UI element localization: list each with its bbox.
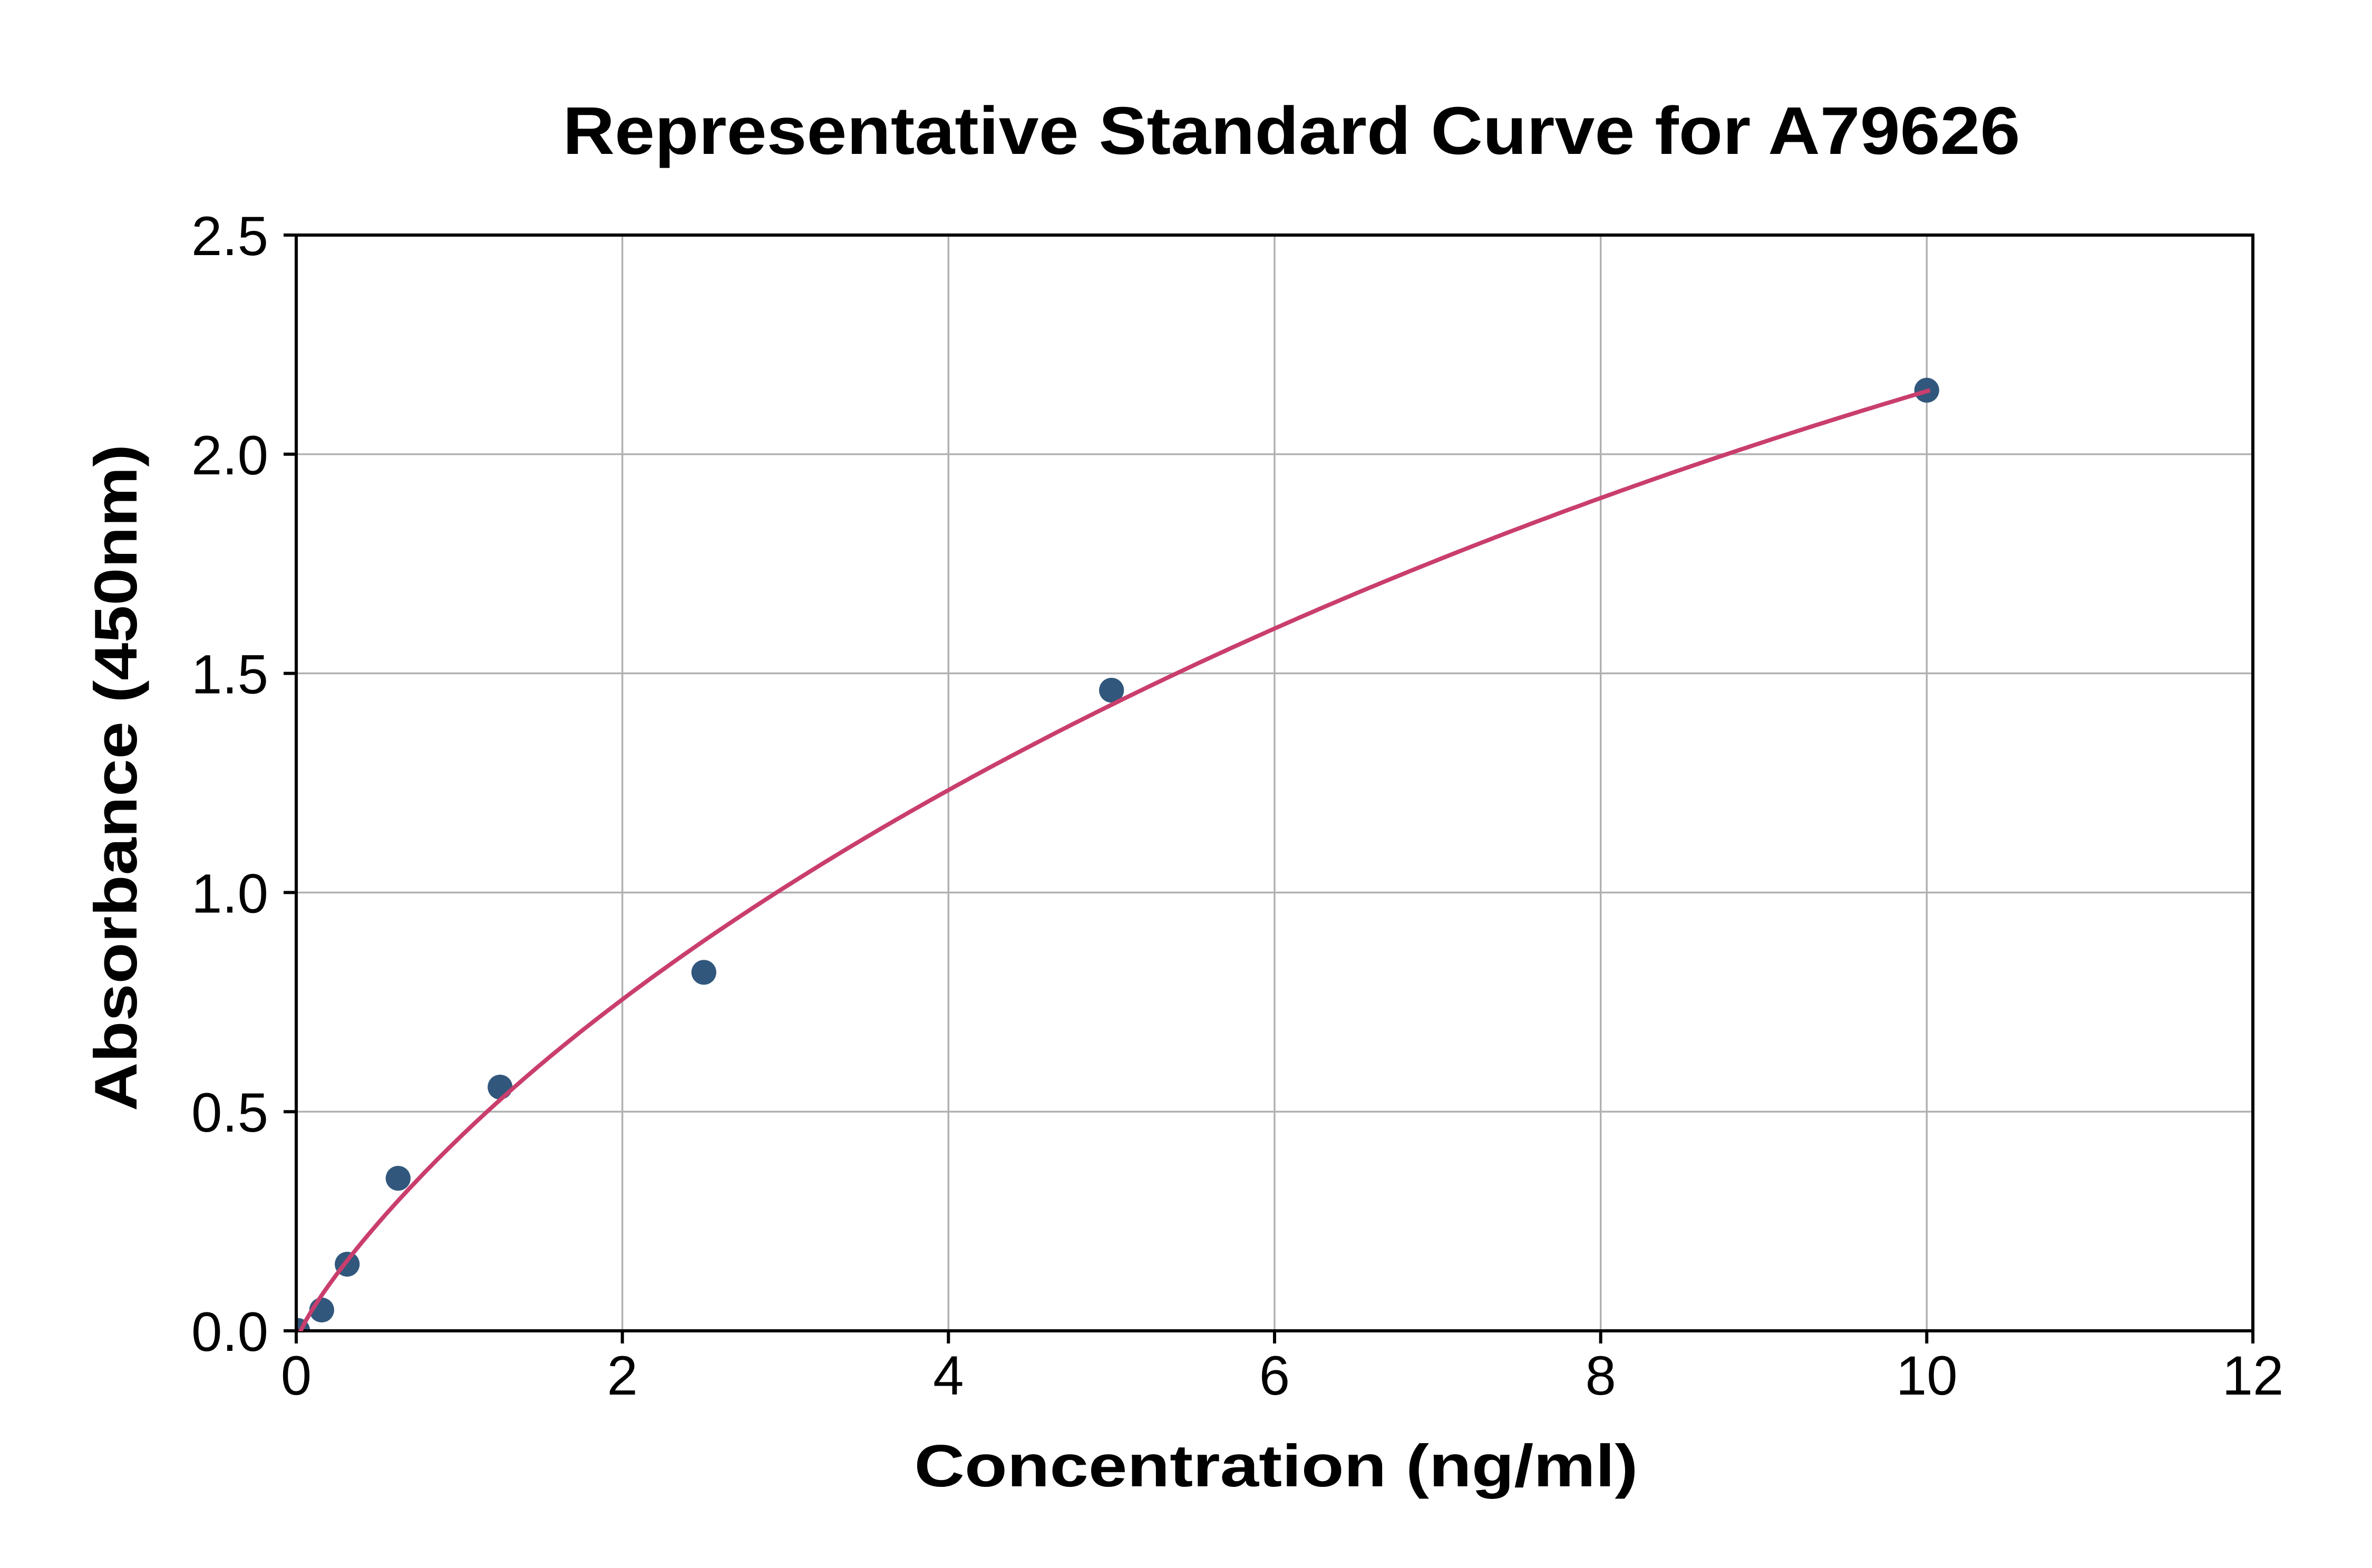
svg-text:10: 10 bbox=[1896, 1345, 1958, 1407]
svg-text:2.0: 2.0 bbox=[191, 425, 268, 486]
svg-text:1.0: 1.0 bbox=[191, 863, 268, 924]
svg-text:Concentration (ng/ml): Concentration (ng/ml) bbox=[915, 1433, 1638, 1499]
svg-text:0: 0 bbox=[281, 1345, 312, 1407]
svg-text:12: 12 bbox=[2222, 1345, 2284, 1407]
svg-text:8: 8 bbox=[1585, 1345, 1616, 1407]
svg-text:1.5: 1.5 bbox=[191, 644, 268, 706]
svg-text:0.5: 0.5 bbox=[191, 1082, 268, 1144]
svg-text:Absorbance (450nm): Absorbance (450nm) bbox=[83, 444, 150, 1111]
svg-text:6: 6 bbox=[1259, 1345, 1290, 1407]
svg-text:2: 2 bbox=[607, 1345, 637, 1407]
svg-text:4: 4 bbox=[933, 1345, 964, 1407]
svg-text:0.0: 0.0 bbox=[191, 1301, 268, 1363]
svg-text:Representative Standard Curve: Representative Standard Curve for A79626 bbox=[563, 93, 2020, 169]
svg-text:2.5: 2.5 bbox=[191, 206, 268, 267]
